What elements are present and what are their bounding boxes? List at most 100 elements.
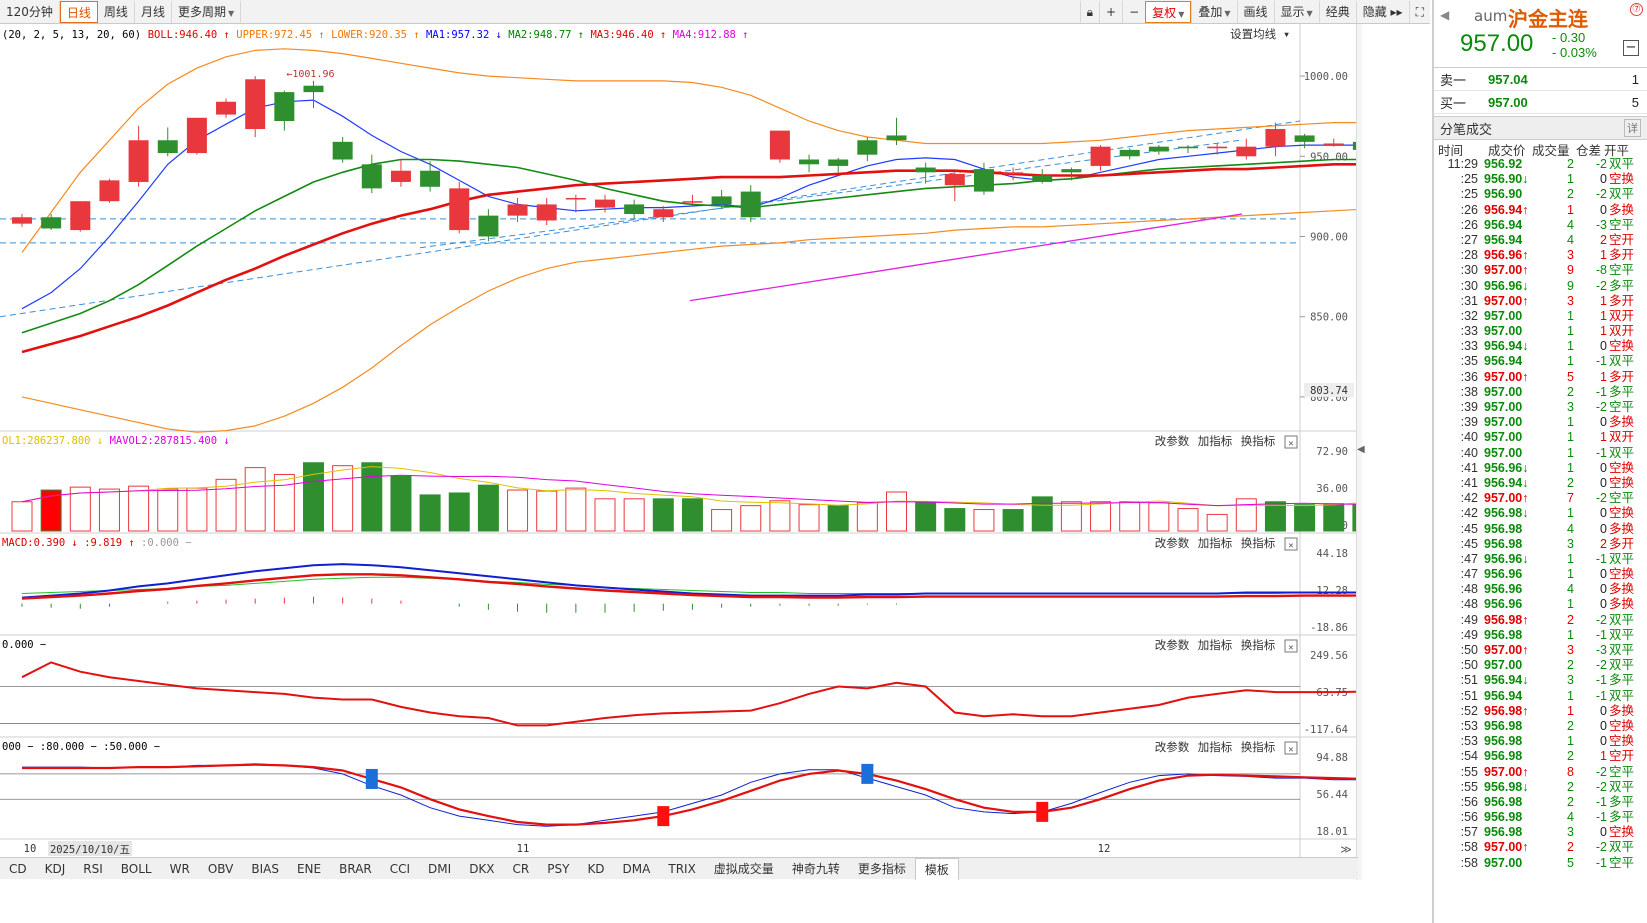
indicator-tab-6[interactable]: BIAS <box>251 861 279 876</box>
indicator-tab-8[interactable]: BRAR <box>339 861 372 876</box>
indicator-tab-17[interactable]: 虚拟成交量 <box>713 861 774 876</box>
ytick-main-2: 900.00 <box>1310 232 1348 244</box>
tick-row: :36 957.00↑ 5 1 多开 <box>1460 369 1635 384</box>
ma3-line <box>21 163 1356 354</box>
settings-ma-button: 设置均线 ▾ <box>1230 27 1290 41</box>
tick-row: :47 956.96 1 0 空换 <box>1460 567 1635 582</box>
lock-icon[interactable]: 🔒︎ <box>1079 0 1099 23</box>
collapse-button[interactable]: − <box>1623 40 1639 56</box>
candle-body <box>449 188 470 231</box>
candle-body <box>128 140 149 182</box>
candle <box>799 154 820 173</box>
detail-button[interactable]: 详 <box>1624 119 1641 137</box>
candle <box>595 194 615 213</box>
vol-ytick-1: 36.00 <box>1316 483 1348 495</box>
period-tabs: 120分钟 日线 周线 月线 更多周期 ▼ <box>0 0 242 23</box>
indicator-tab-0[interactable]: CD <box>9 861 27 876</box>
tick-row: :25 956.90↓ 1 0 空换 <box>1460 172 1635 187</box>
candle <box>624 199 645 219</box>
chart-area[interactable]: (20, 2, 5, 13, 20, 60) BOLL:946.40 ↑ UPPER… <box>0 24 1356 857</box>
candle-body <box>303 85 324 93</box>
tool-button-4[interactable]: 经典 <box>1318 0 1356 23</box>
volume-bar <box>1264 501 1286 532</box>
ma4-line <box>689 213 1243 302</box>
expand-icon[interactable]: ⛶ <box>1408 0 1430 23</box>
tool-button-1[interactable]: 叠加 ▼ <box>1191 0 1236 23</box>
indicator-tab-11[interactable]: DKX <box>469 861 495 876</box>
boll-legend-1: BOLL:946.40 ↑ <box>148 29 230 41</box>
cci-ytick-0: 249.56 <box>1310 650 1348 662</box>
ytick-main-1: 950.00 <box>1310 151 1348 163</box>
macd-legend-2: :0.000 − <box>141 537 192 549</box>
ticks-list[interactable]: 11:29 956.92 2 -2 双平:25 956.90↓ 1 0 空换:25 956.90 2… <box>1434 157 1647 871</box>
tick-row: :32 957.00 1 1 双开 <box>1460 308 1635 323</box>
cci-ytick-2: -117.64 <box>1304 724 1348 736</box>
tick-row: 11:29 956.92 2 -2 双平 <box>1447 157 1635 171</box>
candle-body <box>186 117 207 154</box>
volume-bar <box>1031 496 1053 532</box>
macd-close-icon <box>1284 537 1298 551</box>
prev-arrow-icon[interactable]: ◀ <box>1440 8 1450 22</box>
indicator-tab-10[interactable]: DMI <box>428 861 452 876</box>
tick-row: :56 956.98 4 -1 多平 <box>1460 810 1635 825</box>
contract-code: aum <box>1474 7 1508 25</box>
ticks-col-1: 成交价 <box>1488 143 1526 158</box>
indicator-tab-4[interactable]: WR <box>169 861 190 876</box>
volume-bar <box>69 486 91 532</box>
zoom-in-button[interactable]: + <box>1099 0 1122 23</box>
volume-bar <box>448 492 470 532</box>
indicator-tab-2[interactable]: RSI <box>83 861 103 876</box>
indicator-tab-9[interactable]: CCI <box>389 861 411 876</box>
boll-legend-6: MA3:946.40 ↑ <box>590 29 666 41</box>
period-tab-1[interactable]: 日线 <box>59 0 98 23</box>
tick-row: :38 957.00 2 -1 多平 <box>1460 384 1635 399</box>
boll-upper-line <box>21 48 1356 253</box>
candle <box>1352 141 1356 150</box>
ticks-col-0: 时间 <box>1438 143 1464 158</box>
zoom-out-button[interactable]: − <box>1122 0 1145 23</box>
macd-ytick-0: 44.18 <box>1316 548 1348 560</box>
volume-bar <box>1352 504 1356 532</box>
badge[interactable]: ⑦ <box>1630 3 1643 16</box>
candle <box>857 137 878 162</box>
indicator-tab-12[interactable]: CR <box>512 861 530 876</box>
indicator-tab-3[interactable]: BOLL <box>120 861 152 876</box>
cci-legend-0: 0.000 − <box>2 639 46 651</box>
indicator-tab-14[interactable]: KD <box>587 861 605 876</box>
candle <box>915 162 936 184</box>
panel-splitter[interactable]: ◀ <box>1356 24 1365 880</box>
tool-button-0[interactable]: 复权 ▼ <box>1145 0 1192 23</box>
indicator-tab-19[interactable]: 更多指标 <box>857 861 906 876</box>
tool-button-5[interactable]: 隐藏 ▸▸ <box>1355 0 1409 23</box>
indicator-tab-15[interactable]: DMA <box>622 861 651 876</box>
kdj-signal-marker <box>1036 801 1049 822</box>
indicator-tab-7[interactable]: ENE <box>296 861 322 876</box>
period-tab-0[interactable]: 120分钟 <box>0 0 60 23</box>
indicator-tab-5[interactable]: OBV <box>207 861 234 876</box>
candle-body <box>1323 143 1344 145</box>
tick-row: :27 956.94 4 2 空开 <box>1460 232 1635 247</box>
macd-ytick-2: -18.86 <box>1310 622 1348 634</box>
indicator-tab-16[interactable]: TRIX <box>668 861 696 876</box>
indicator-tab-20[interactable]: 模板 <box>914 857 959 880</box>
indicator-tab-13[interactable]: PSY <box>547 861 570 876</box>
macd-legend-1: :9.819 ↑ <box>84 537 135 549</box>
candle-body <box>1119 149 1140 157</box>
volume-bar <box>681 498 703 532</box>
tick-row: :55 956.98↓ 2 -2 双平 <box>1460 779 1635 794</box>
candle <box>361 154 382 194</box>
tool-button-3[interactable]: 显示 ▼ <box>1273 0 1319 23</box>
candle <box>1148 145 1169 155</box>
period-tab-3[interactable]: 月线 <box>135 0 172 23</box>
macd-legend-0: MACD:0.390 ↓ <box>2 537 78 549</box>
candle-body <box>478 215 499 237</box>
indicator-tab-1[interactable]: KDJ <box>44 861 66 876</box>
volume-bar <box>1177 508 1199 532</box>
xaxis-label-3: 12 <box>1098 843 1111 855</box>
candle-body <box>973 169 994 192</box>
candle <box>1178 145 1198 154</box>
indicator-tab-18[interactable]: 神奇九转 <box>791 861 840 876</box>
period-tab-4[interactable]: 更多周期 ▼ <box>172 0 242 23</box>
tool-button-2[interactable]: 画线 <box>1236 0 1274 23</box>
period-tab-2[interactable]: 周线 <box>98 0 135 23</box>
